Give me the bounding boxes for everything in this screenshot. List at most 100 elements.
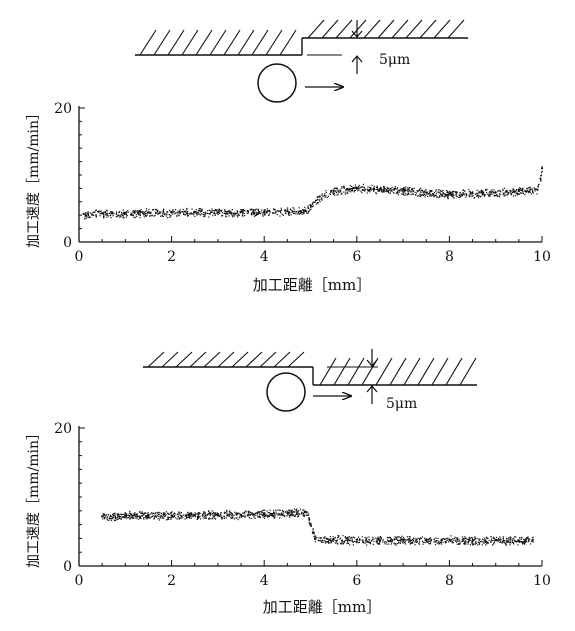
trace-dot xyxy=(506,541,508,543)
trace-dot xyxy=(247,211,249,213)
trace-dot xyxy=(400,540,402,543)
trace-dot xyxy=(226,509,228,512)
trace-dot xyxy=(173,210,175,213)
trace-dot xyxy=(267,209,269,212)
trace-dot xyxy=(211,510,213,512)
trace-dot xyxy=(112,213,114,215)
trace-dot xyxy=(189,515,191,517)
trace-dot xyxy=(209,514,211,517)
trace-dot xyxy=(499,190,501,192)
trace-dot xyxy=(347,189,349,191)
trace-dot xyxy=(365,539,367,541)
trace-dot xyxy=(505,190,507,192)
trace-dot xyxy=(464,190,466,192)
trace-dot xyxy=(89,212,92,214)
trace-dot xyxy=(395,544,397,546)
trace-dot xyxy=(477,544,479,546)
trace-dot xyxy=(138,210,140,212)
trace-dot xyxy=(218,210,220,212)
trace-dot xyxy=(154,212,157,215)
trace-dot xyxy=(528,187,530,189)
trace-dot xyxy=(120,513,122,515)
trace-dot xyxy=(307,205,309,207)
trace-dot xyxy=(408,193,410,196)
trace-dot xyxy=(356,541,358,544)
trace-dot xyxy=(252,513,254,515)
trace-dot xyxy=(144,512,146,514)
trace-dot xyxy=(252,514,254,516)
trace-dot xyxy=(179,209,181,211)
trace-dot xyxy=(376,538,378,540)
trace-dot xyxy=(182,516,184,518)
trace-dot xyxy=(149,212,151,214)
trace-dot xyxy=(186,513,188,515)
trace-dot xyxy=(423,191,425,193)
trace-dot xyxy=(488,194,490,196)
trace-dot xyxy=(462,189,464,192)
trace-dot xyxy=(127,514,129,516)
trace-dot xyxy=(250,512,252,514)
trace-dot xyxy=(184,514,186,516)
trace-dot xyxy=(302,209,304,212)
trace-dot xyxy=(143,213,146,215)
trace-dot xyxy=(153,515,155,517)
trace-dot xyxy=(106,210,108,212)
trace-dot xyxy=(483,195,486,197)
trace-dot xyxy=(495,539,498,542)
trace-dot xyxy=(378,543,381,545)
trace-dot xyxy=(127,210,129,212)
trace-dot xyxy=(296,510,298,512)
trace-dot xyxy=(436,542,438,544)
trace-dot xyxy=(522,190,524,193)
trace-dot xyxy=(104,212,107,214)
trace-dot xyxy=(216,515,218,517)
trace-dot xyxy=(184,518,186,520)
trace-dot xyxy=(228,514,230,516)
trace-dot xyxy=(190,511,192,514)
trace-dot xyxy=(165,511,167,513)
trace-dot xyxy=(509,190,511,192)
trace-dot xyxy=(108,519,110,522)
trace-dot xyxy=(168,518,170,520)
trace-dot xyxy=(110,210,112,213)
trace-dot xyxy=(532,190,534,192)
trace-dot xyxy=(460,193,463,195)
trace-dot xyxy=(396,190,399,192)
trace-dot xyxy=(468,191,470,193)
trace-dot xyxy=(134,216,136,218)
trace-dot xyxy=(242,512,244,515)
trace-dot xyxy=(122,513,124,515)
trace-dot xyxy=(381,191,383,193)
trace-dot xyxy=(259,516,261,518)
trace-dot xyxy=(241,211,244,213)
trace-dot xyxy=(515,190,517,192)
trace-dot xyxy=(225,212,227,214)
trace-dot xyxy=(147,211,149,214)
trace-dot xyxy=(150,211,152,213)
x-tick-label: 2 xyxy=(167,249,176,265)
trace-dot xyxy=(324,537,326,539)
trace-dot xyxy=(453,197,455,199)
trace-dot xyxy=(503,195,505,197)
trace-dot xyxy=(497,195,499,197)
trace-dot xyxy=(245,511,247,513)
trace-dot xyxy=(179,511,181,513)
trace-dot xyxy=(114,515,116,517)
trace-dot xyxy=(368,538,370,541)
trace-dot xyxy=(199,211,202,213)
trace-dot xyxy=(390,187,392,190)
trace-dot xyxy=(368,188,370,191)
trace-dot xyxy=(199,208,201,210)
trace-dot xyxy=(95,209,97,211)
trace-dot xyxy=(105,514,107,516)
trace-dot xyxy=(304,511,306,513)
trace-dot xyxy=(441,195,443,197)
trace-dot xyxy=(165,519,168,521)
trace-dot xyxy=(230,517,232,519)
trace-dot xyxy=(491,544,494,546)
trace-dot xyxy=(304,206,306,208)
trace-dot xyxy=(480,540,483,542)
trace-dot xyxy=(221,214,224,217)
trace-dot xyxy=(435,192,438,194)
trace-dot xyxy=(313,536,315,538)
